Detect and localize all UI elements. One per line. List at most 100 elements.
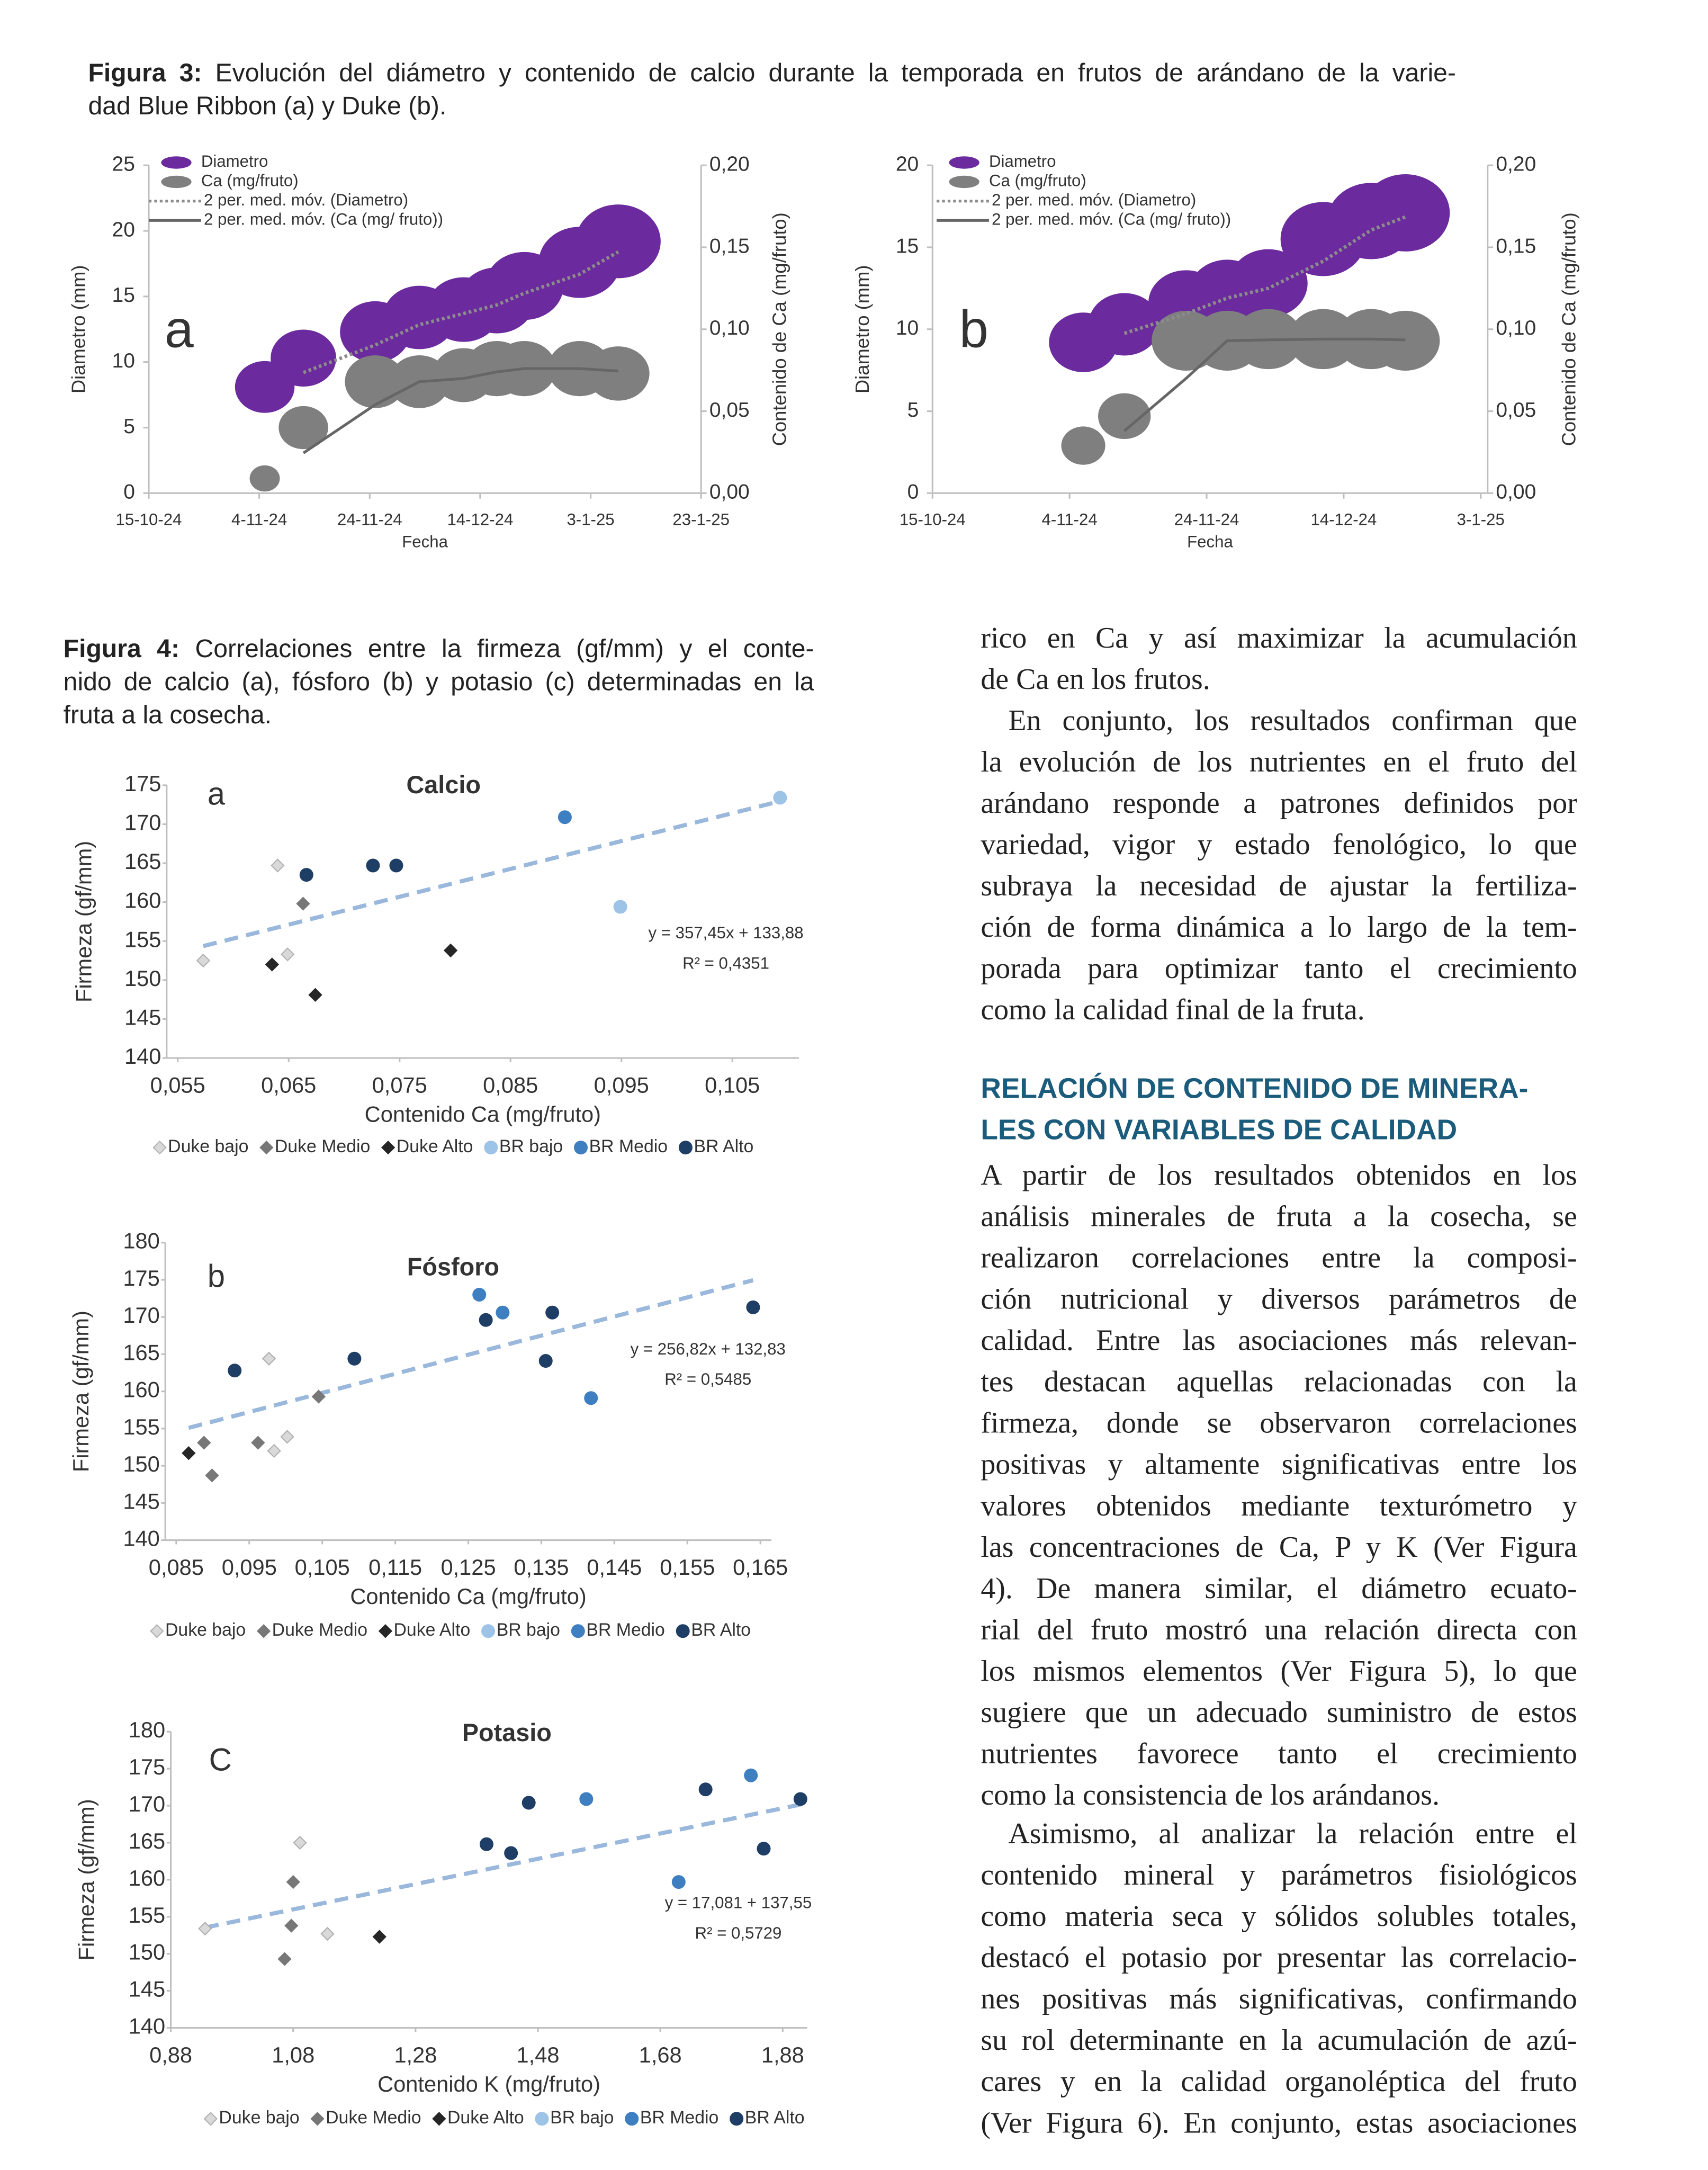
point	[366, 858, 380, 873]
legend-swatch	[949, 175, 979, 189]
text-line: (Ver Figura 6). En conjunto, estas asoci…	[981, 2106, 1577, 2140]
legend-label: Duke bajo	[219, 2108, 299, 2128]
text-line: realizaron correlaciones entre la compos…	[981, 1241, 1577, 1275]
trendline	[202, 799, 781, 948]
moving-average	[1123, 337, 1406, 432]
text-line: arándano responde a patrones definidos p…	[981, 786, 1577, 820]
paragraph: En conjunto, los resultados confirman qu…	[981, 700, 1577, 1030]
legend-swatch	[378, 1624, 393, 1638]
point	[347, 1351, 362, 1366]
text-line: las concentraciones de Ca, P y K (Ver Fi…	[981, 1530, 1577, 1564]
point	[284, 1918, 299, 1933]
x-tick-label: 0,165	[733, 1555, 788, 1580]
moving-average	[302, 250, 619, 374]
x-axis-title: Contenido Ca (mg/fruto)	[365, 1101, 601, 1126]
point	[698, 1782, 713, 1797]
x-tick-label: 0,115	[368, 1555, 422, 1580]
y-tick-label: 155	[129, 1903, 165, 1927]
legend-swatch	[676, 1624, 690, 1638]
legend-swatch	[484, 1141, 498, 1155]
caption-label: Figura 3:	[88, 58, 202, 87]
legend-label: BR Medio	[589, 1136, 668, 1156]
legend-label: Duke Medio	[275, 1136, 370, 1156]
legend: Duke bajo Duke Medio Duke Alto BR bajo BR Me…	[152, 1136, 753, 1156]
y-axis-title: Firmeza (gf/mm)	[68, 1311, 93, 1472]
legend-label: Duke bajo	[165, 1620, 246, 1640]
caption-text: fruta a la cosecha.	[63, 700, 272, 729]
y-tick-label: 10	[896, 317, 919, 339]
text-line: variedad, vigor y estado fenológico, lo …	[981, 828, 1577, 861]
y2-tick-label: 0,05	[709, 399, 750, 422]
x-tick-label: 0,085	[149, 1555, 204, 1580]
y-tick-label: 0	[907, 481, 919, 504]
x-tick-label: 0,105	[705, 1073, 760, 1098]
y2-tick-label: 0,15	[1496, 235, 1536, 257]
moving-average	[302, 367, 618, 454]
legend-label: Duke Medio	[272, 1620, 367, 1640]
y2-tick-label: 0,00	[709, 481, 750, 504]
panel-label: a	[208, 776, 226, 812]
panel-label: a	[165, 300, 194, 358]
y-tick-label: 15	[896, 235, 919, 257]
text-line: los mismos elementos (Ver Figura 5), lo …	[981, 1654, 1577, 1688]
point	[296, 896, 310, 911]
point	[280, 947, 295, 962]
panel-label: b	[208, 1258, 225, 1294]
y-tick-label: 160	[124, 888, 161, 913]
x-axis-title: Contenido Ca (mg/fruto)	[350, 1584, 586, 1609]
y2-axis-title: Contenido de Ca (mg/fruto)	[1558, 212, 1579, 446]
bubble	[345, 355, 406, 408]
x-tick-label: 0,095	[594, 1073, 649, 1098]
x-tick-label: 15-10-24	[900, 510, 966, 529]
point	[320, 1926, 335, 1941]
y-tick-label: 180	[129, 1717, 165, 1742]
legend-swatch	[259, 1140, 274, 1155]
point	[205, 1468, 219, 1483]
x-tick-label: 0,085	[483, 1073, 538, 1098]
point	[293, 1835, 307, 1850]
caption-line: nido de calcio (a), fósforo (b) y potasi…	[64, 666, 814, 698]
y-tick-label: 20	[112, 218, 135, 241]
text-line: la evolución de los nutrientes en el fru…	[981, 745, 1577, 778]
point	[197, 1436, 211, 1450]
moving-average	[1123, 215, 1406, 335]
y-tick-label: 170	[124, 810, 161, 835]
point	[443, 943, 458, 958]
y-tick-label: 0	[123, 481, 135, 504]
legend-label: BR Medio	[640, 2108, 718, 2128]
x-axis-title: Fecha	[402, 532, 448, 551]
legend-label: Duke Alto	[394, 1620, 471, 1640]
y-axis-title: Firmeza (gf/mm)	[71, 841, 96, 1002]
y-tick-label: 5	[123, 415, 135, 438]
paragraph: A partir de los resultados obtenidos en …	[981, 1154, 1577, 1816]
bubble	[278, 406, 328, 450]
caption-text: Evolución del diámetro y contenido de ca…	[215, 58, 1456, 87]
point	[372, 1930, 386, 1944]
legend-swatch	[535, 2112, 549, 2126]
caption-text: dad Blue Ribbon (a) y Duke (b).	[88, 91, 447, 120]
text-line: ción de forma dinámica a lo largo de la …	[981, 910, 1577, 944]
section-heading: RELACIÓN DE CONTENIDO DE MINERA- LES CON …	[981, 1069, 1577, 1152]
point	[584, 1391, 598, 1405]
y-tick-label: 180	[123, 1229, 159, 1253]
legend-label: BR bajo	[550, 2108, 614, 2128]
point	[744, 1768, 758, 1782]
legend-swatch	[150, 1624, 164, 1638]
text-line: análisis minerales de fruta a la cosecha…	[981, 1199, 1577, 1233]
text-line: En conjunto, los resultados confirman qu…	[1008, 704, 1577, 737]
legend-swatch	[381, 1140, 395, 1155]
point	[579, 1792, 594, 1806]
text-line: rico en Ca y así maximizar la acumulació…	[981, 621, 1577, 654]
legend-label: 2 per. med. móv. (Ca (mg/ fruto))	[204, 210, 443, 229]
y-tick-label: 160	[123, 1377, 159, 1402]
x-tick-label: 24-11-24	[1174, 510, 1239, 529]
legend-label: BR bajo	[499, 1136, 563, 1156]
caption-line: Figura 4: Correlaciones entre la firmeza…	[64, 632, 814, 665]
bubble	[1061, 426, 1105, 465]
x-tick-label: 1,48	[517, 2042, 560, 2067]
x-tick-label: 23-1-25	[672, 510, 730, 529]
y-tick-label: 175	[124, 771, 161, 796]
trendline	[188, 1278, 754, 1430]
text-line: cares y en la calidad organoléptica del …	[981, 2065, 1577, 2099]
legend-label: BR Medio	[586, 1620, 664, 1640]
